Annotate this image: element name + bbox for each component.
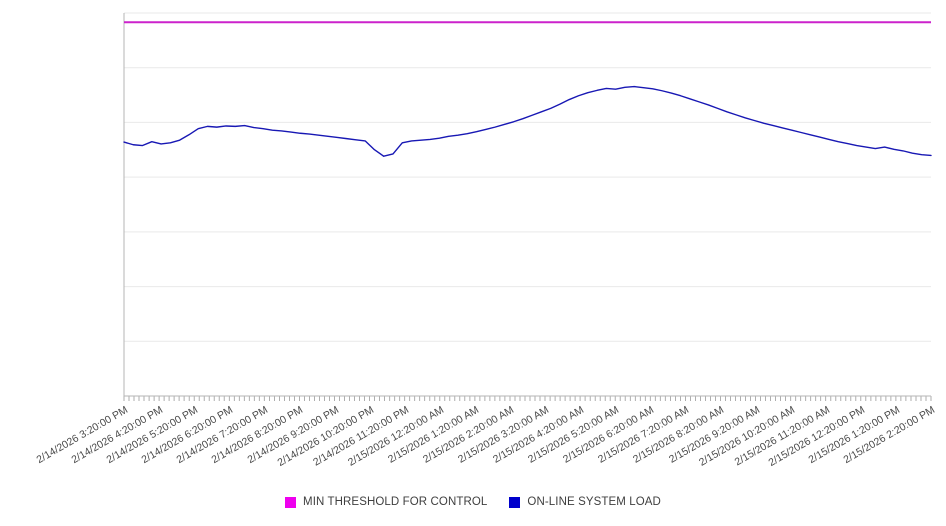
legend-label: MIN THRESHOLD FOR CONTROL (303, 496, 488, 508)
gridlines (124, 12, 931, 342)
x-axis-minor-ticks (123, 396, 932, 401)
legend-swatch-icon (285, 496, 297, 508)
legend-swatch-icon (509, 496, 521, 508)
legend-label: ON-LINE SYSTEM LOAD (527, 496, 661, 508)
legend-entry[interactable]: MIN THRESHOLD FOR CONTROL (285, 496, 487, 508)
legend-entry[interactable]: ON-LINE SYSTEM LOAD (509, 496, 661, 508)
chart-legend: MIN THRESHOLD FOR CONTROL ON-LINE SYSTEM … (0, 496, 946, 508)
series-line-system-load (123, 85, 932, 157)
